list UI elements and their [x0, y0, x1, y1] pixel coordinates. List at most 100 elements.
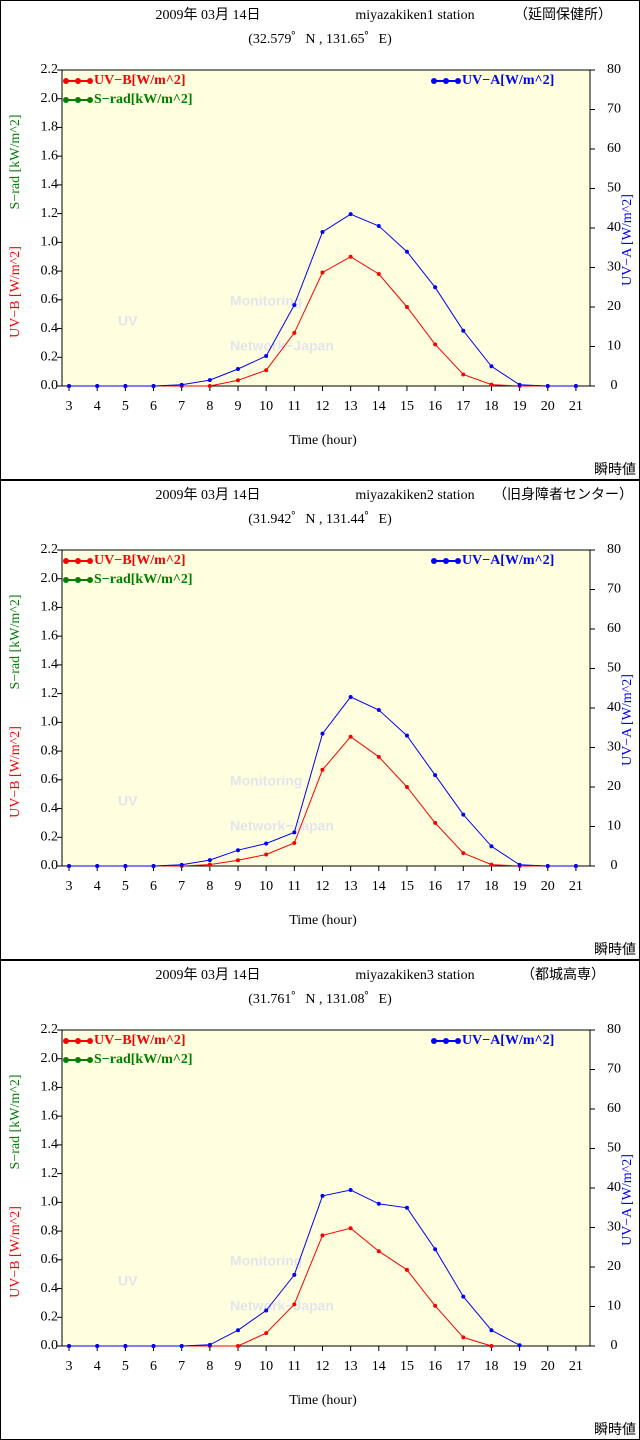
x-tick-label: 15: [400, 1359, 414, 1374]
x-tick-label: 10: [259, 399, 273, 414]
data-point: [489, 844, 494, 849]
x-tick-label: 16: [428, 879, 442, 894]
x-tick-label: 6: [150, 1359, 157, 1374]
data-point: [404, 1267, 409, 1272]
y-tick-label: 1.8: [41, 600, 59, 615]
x-tick-label: 9: [235, 1359, 242, 1374]
x-tick-label: 4: [94, 1359, 101, 1374]
legend-label: UV−A[W/m^2]: [462, 553, 554, 568]
x-tick-label: 7: [178, 1359, 185, 1374]
data-point: [292, 330, 297, 335]
x-tick-label: 15: [400, 879, 414, 894]
station-name: miyazakiken1 station: [355, 8, 474, 23]
legend-label: S−rad[kW/m^2]: [94, 92, 193, 107]
legend-label: UV−B[W/m^2]: [94, 73, 186, 88]
x-tick-label: 5: [122, 879, 129, 894]
legend-dot: [75, 1057, 81, 1063]
data-point: [461, 851, 466, 856]
legend-dot: [87, 97, 93, 103]
data-point: [404, 249, 409, 254]
x-tick-label: 12: [315, 399, 329, 414]
x-tick-label: 6: [150, 399, 157, 414]
legend-dot: [75, 558, 81, 564]
y2-tick-label: 70: [607, 1062, 621, 1077]
chart-title: 2009年 03月 14日: [156, 7, 261, 23]
data-point: [320, 270, 325, 275]
data-point: [236, 1328, 240, 1333]
data-point: [348, 212, 353, 217]
watermark: Monitoring: [230, 293, 302, 309]
y-tick-label: 0.0: [41, 858, 59, 873]
legend-dot: [75, 78, 81, 84]
data-point: [376, 1201, 381, 1206]
axis-label: S−rad [kW/m^2]: [8, 595, 23, 690]
y2-tick-label: 50: [607, 181, 621, 196]
data-point: [461, 372, 466, 377]
y-tick-label: 2.2: [41, 1022, 59, 1037]
y-tick-label: 2.0: [41, 91, 59, 106]
legend-dot: [455, 1038, 461, 1044]
y-tick-label: 0.0: [41, 1338, 59, 1353]
x-tick-label: 14: [372, 879, 386, 894]
data-point: [207, 1342, 212, 1347]
x-tick-label: 11: [288, 1359, 301, 1374]
y2-tick-label: 30: [607, 1220, 621, 1235]
data-point: [404, 305, 409, 309]
legend-label: UV−A[W/m^2]: [462, 73, 554, 88]
data-point: [67, 864, 72, 868]
x-tick-label: 13: [344, 399, 358, 414]
y-tick-label: 0.6: [41, 292, 59, 307]
x-tick-label: 18: [484, 399, 498, 414]
y2-tick-label: 80: [607, 1022, 621, 1037]
legend-dot: [431, 78, 437, 84]
y-tick-label: 1.8: [41, 1080, 59, 1095]
axis-label: UV−A [W/m^2]: [620, 1154, 635, 1246]
data-point: [95, 864, 100, 868]
data-point: [264, 852, 269, 857]
x-tick-label: 3: [66, 1359, 73, 1374]
data-point: [489, 1344, 494, 1348]
data-point: [236, 1344, 240, 1348]
data-point: [320, 229, 325, 234]
legend-label: UV−A[W/m^2]: [462, 1033, 554, 1048]
legend-dot: [63, 1057, 69, 1063]
y2-tick-label: 50: [607, 1141, 621, 1156]
x-tick-label: 11: [288, 399, 301, 414]
data-point: [404, 733, 409, 738]
y-tick-label: 2.0: [41, 1051, 59, 1066]
data-point: [264, 1331, 269, 1336]
y-tick-label: 1.2: [41, 206, 59, 221]
watermark: Monitoring: [230, 1253, 302, 1269]
legend-dot: [87, 78, 93, 84]
chart-panel: 2009年 03月 14日 miyazakiken3 station （都城高専） (…: [0, 960, 640, 1440]
data-point: [404, 1205, 409, 1210]
data-point: [264, 353, 269, 358]
y-tick-label: 1.6: [41, 1108, 59, 1123]
y2-tick-label: 60: [607, 141, 621, 156]
legend-dot: [75, 577, 81, 583]
legend-dot: [431, 1038, 437, 1044]
x-tick-label: 8: [206, 879, 213, 894]
data-point: [123, 864, 128, 868]
y-tick-label: 1.4: [41, 177, 59, 192]
watermark: Network−Japan: [230, 818, 334, 834]
data-point: [489, 382, 494, 387]
x-tick-label: 13: [344, 879, 358, 894]
x-tick-label: 18: [484, 1359, 498, 1374]
legend-dot: [75, 1038, 81, 1044]
watermark: Monitoring: [230, 773, 302, 789]
data-point: [489, 364, 494, 369]
data-point: [179, 382, 184, 387]
station-name: miyazakiken2 station: [355, 488, 474, 503]
y-tick-label: 0.4: [41, 321, 59, 336]
x-tick-label: 19: [513, 1359, 527, 1374]
data-point: [123, 1344, 128, 1348]
site-name: （旧身障者センター）: [493, 487, 633, 503]
y2-tick-label: 0: [611, 858, 618, 873]
station-name: miyazakiken3 station: [355, 968, 474, 983]
y-tick-label: 0.8: [41, 263, 59, 278]
data-point: [207, 384, 212, 388]
data-point: [461, 328, 466, 333]
y-tick-label: 1.0: [41, 235, 59, 250]
note: 瞬時値: [594, 942, 636, 958]
